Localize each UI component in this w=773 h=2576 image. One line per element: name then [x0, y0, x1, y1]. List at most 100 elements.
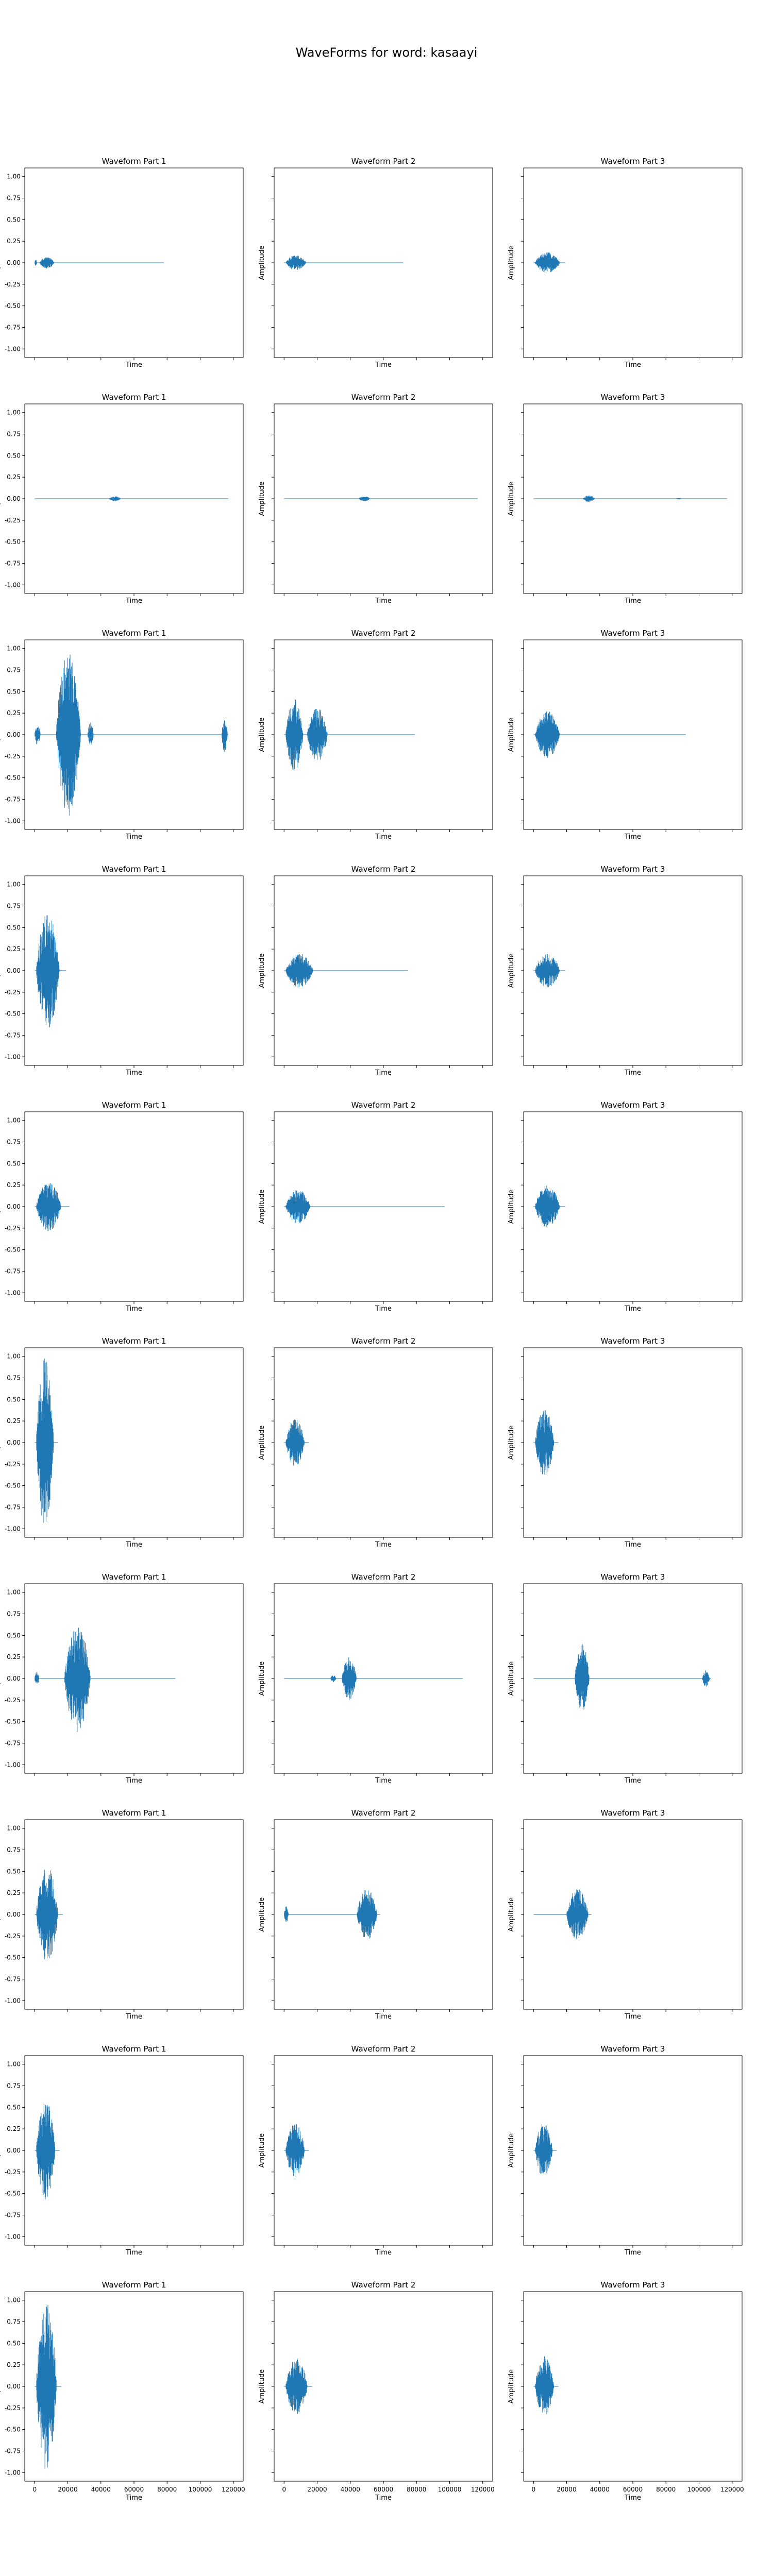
- subplot-r6-c3: Waveform Part 3 Time Amplitude: [508, 1336, 743, 1549]
- y-tick-label: 0.75: [7, 1611, 21, 1618]
- subplot-r4-c2: Waveform Part 2 Time Amplitude: [258, 865, 493, 1077]
- y-tick-label: -0.75: [5, 1267, 21, 1275]
- x-axis-label: Time: [125, 833, 142, 841]
- y-tick-label: -0.25: [5, 989, 21, 996]
- y-tick-label: 0.75: [7, 1139, 21, 1146]
- y-tick-label: 0.75: [7, 431, 21, 438]
- y-tick-label: -1.00: [5, 2233, 21, 2240]
- x-tick-label: 100000: [438, 2486, 462, 2493]
- y-tick-label: -0.50: [5, 1246, 21, 1253]
- y-tick-label: -0.50: [5, 302, 21, 310]
- y-tick-label: 0.25: [7, 238, 21, 245]
- subplot-r9-c2: Waveform Part 2 Time Amplitude: [258, 2044, 493, 2257]
- y-tick-label: 0.75: [7, 903, 21, 910]
- x-tick-label: 20000: [307, 2486, 327, 2493]
- x-axis-label: Time: [624, 1069, 641, 1077]
- y-tick-label: -0.25: [5, 2404, 21, 2412]
- waveform-line: [35, 2304, 61, 2469]
- waveform-line: [533, 252, 565, 273]
- y-axis-label: Amplitude: [508, 718, 515, 752]
- x-tick-label: 120000: [720, 2486, 744, 2493]
- waveform-line: [35, 1628, 176, 1732]
- y-tick-label: 0.50: [7, 2104, 21, 2111]
- x-axis-label: Time: [624, 2013, 641, 2021]
- waveform-line: [35, 1870, 63, 1959]
- x-axis-label: Time: [624, 1777, 641, 1785]
- x-tick-label: 0: [531, 2486, 535, 2493]
- subplot-r3-c2: Waveform Part 2 Time Amplitude: [258, 629, 493, 841]
- y-tick-label: -0.25: [5, 2168, 21, 2176]
- y-axis-label: Amplitude: [258, 954, 266, 988]
- subplot-title: Waveform Part 2: [351, 2280, 416, 2290]
- x-axis-label: Time: [125, 2494, 142, 2502]
- y-tick-label: -0.25: [5, 1225, 21, 1232]
- y-tick-label: -0.25: [5, 1697, 21, 1704]
- y-axis-label: Amplitude: [0, 1897, 1, 1932]
- y-tick-label: 0.50: [7, 216, 21, 223]
- subplot-title: Waveform Part 2: [351, 157, 416, 166]
- subplot-r2-c3: Waveform Part 3 Time Amplitude: [508, 393, 743, 605]
- y-tick-label: -0.75: [5, 560, 21, 567]
- y-tick-label: -1.00: [5, 581, 21, 588]
- x-tick-label: 120000: [471, 2486, 495, 2493]
- x-axis-label: Time: [624, 2249, 641, 2257]
- y-tick-label: -1.00: [5, 345, 21, 352]
- y-axis-label: Amplitude: [0, 2369, 1, 2404]
- y-axis-label: Amplitude: [258, 482, 266, 516]
- y-tick-label: 0.75: [7, 667, 21, 674]
- subplot-title: Waveform Part 1: [102, 157, 166, 166]
- x-axis-label: Time: [624, 361, 641, 369]
- subplot-title: Waveform Part 3: [601, 629, 665, 638]
- x-tick-label: 120000: [222, 2486, 245, 2493]
- subplot-r6-c2: Waveform Part 2 Time Amplitude: [258, 1336, 493, 1549]
- subplot-title: Waveform Part 1: [102, 629, 166, 638]
- subplot-r10-c3: Waveform Part 3 0 20000 40000 60000 80000 1000…: [508, 2280, 744, 2502]
- x-axis-label: Time: [125, 2013, 142, 2021]
- y-tick-label: 0.50: [7, 1160, 21, 1167]
- subplot-r1-c2: Waveform Part 2 Time Amplitude: [258, 157, 493, 369]
- subplot-r4-c3: Waveform Part 3 Time Amplitude: [508, 865, 743, 1077]
- x-axis-label: Time: [125, 2249, 142, 2257]
- x-axis-label: Time: [375, 2013, 392, 2021]
- waveform-line: [284, 700, 415, 770]
- y-axis-label: Amplitude: [258, 1190, 266, 1224]
- y-tick-label: -0.50: [5, 1718, 21, 1725]
- y-tick-label: -0.75: [5, 795, 21, 803]
- y-tick-label: 0.25: [7, 709, 21, 717]
- x-axis-label: Time: [125, 1069, 142, 1077]
- x-tick-label: 0: [32, 2486, 37, 2493]
- y-tick-label: 0.75: [7, 2082, 21, 2090]
- x-axis-label: Time: [125, 597, 142, 605]
- y-tick-label: 0.25: [7, 1417, 21, 1425]
- y-tick-label: -0.50: [5, 1954, 21, 1961]
- y-tick-label: 0.25: [7, 1653, 21, 1660]
- y-tick-label: -0.25: [5, 753, 21, 760]
- subplot-r8-c2: Waveform Part 2 Time Amplitude: [258, 1808, 493, 2021]
- subplot-title: Waveform Part 2: [351, 2044, 416, 2054]
- subplot-r5-c3: Waveform Part 3 Time Amplitude: [508, 1100, 743, 1313]
- y-tick-label: 0.00: [7, 731, 21, 738]
- subplot-title: Waveform Part 3: [601, 2044, 665, 2054]
- y-tick-label: 1.00: [7, 881, 21, 888]
- y-tick-label: 1.00: [7, 2061, 21, 2068]
- x-tick-label: 60000: [623, 2486, 643, 2493]
- subplot-r4-c1: Waveform Part 1 -1.00 -0.75 -0.50 -0.25 0.00 0…: [0, 865, 244, 1077]
- y-tick-label: 0.00: [7, 2383, 21, 2390]
- y-axis-label: Amplitude: [508, 2133, 515, 2168]
- y-axis-label: Amplitude: [0, 246, 1, 280]
- y-tick-label: -0.75: [5, 2447, 21, 2454]
- y-axis-label: Amplitude: [258, 2133, 266, 2168]
- y-tick-label: 0.50: [7, 1868, 21, 1875]
- y-tick-label: 0.00: [7, 967, 21, 974]
- x-axis-label: Time: [125, 1777, 142, 1785]
- subplot-title: Waveform Part 3: [601, 393, 665, 402]
- y-tick-label: 0.50: [7, 1396, 21, 1403]
- x-axis-label: Time: [375, 2249, 392, 2257]
- y-tick-label: 0.50: [7, 924, 21, 931]
- waveform-line: [533, 2356, 559, 2415]
- waveform-line: [35, 257, 164, 268]
- subplot-title: Waveform Part 3: [601, 865, 665, 874]
- x-axis-label: Time: [375, 1305, 392, 1313]
- subplot-title: Waveform Part 3: [601, 1336, 665, 1346]
- x-tick-label: 100000: [189, 2486, 212, 2493]
